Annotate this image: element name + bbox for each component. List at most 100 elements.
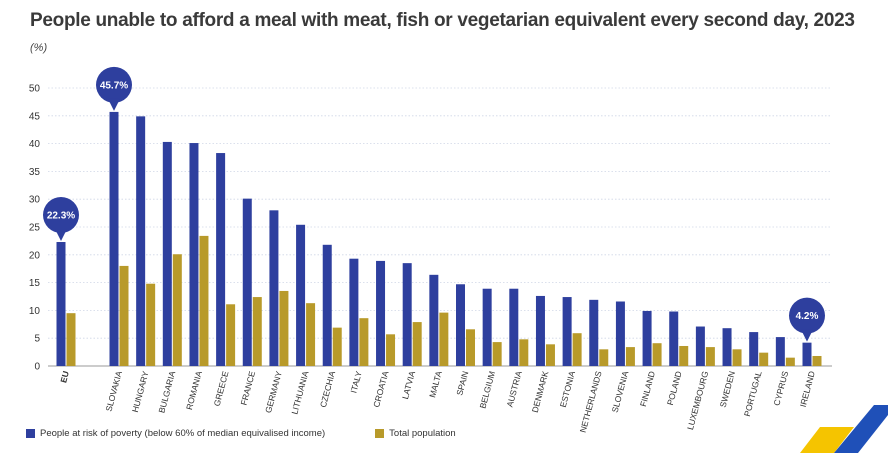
bar-poverty [642, 310, 652, 366]
bar-poverty [589, 299, 599, 366]
bar-total [306, 303, 316, 366]
callout-pointer [801, 329, 813, 342]
bar-poverty [429, 274, 439, 366]
y-tick-label: 50 [29, 84, 41, 95]
bar-total [172, 254, 182, 366]
y-tick-label: 25 [29, 223, 41, 234]
y-tick-label: 35 [29, 167, 41, 178]
legend-swatch-poverty [26, 429, 35, 438]
bar-total [519, 339, 529, 366]
bar-total [332, 327, 342, 366]
y-tick-label: 15 [29, 278, 41, 289]
bar-total [66, 313, 76, 366]
bar-poverty [269, 210, 279, 366]
x-tick-label: ESTONIA [558, 370, 577, 409]
bar-total [439, 312, 449, 366]
bar-poverty [669, 311, 679, 366]
bar-poverty [509, 288, 519, 366]
bar-poverty [242, 198, 252, 366]
bar-poverty [322, 244, 332, 366]
x-tick-label: LUXEMBOURG [685, 370, 710, 431]
bar-poverty [349, 258, 359, 366]
x-tick-label: CYPRUS [771, 370, 790, 407]
bar-total [759, 352, 769, 366]
bar-total [386, 334, 396, 366]
y-tick-label: 40 [29, 139, 41, 150]
bar-poverty [562, 297, 572, 366]
chart-title: People unable to afford a meal with meat… [30, 10, 855, 31]
x-tick-label: SPAIN [454, 370, 470, 397]
callout: 4.2% [789, 297, 825, 342]
bar-total [492, 342, 502, 366]
x-tick-label: DENMARK [530, 370, 551, 414]
bar-total [226, 304, 236, 366]
legend-item-total: Total population [375, 428, 456, 439]
bar-total [279, 290, 289, 366]
bar-total [652, 343, 662, 366]
bar-poverty [615, 301, 625, 366]
bar-total [412, 322, 422, 366]
y-tick-label: 20 [29, 250, 41, 261]
callout-bubble [43, 197, 79, 234]
x-tick-label: BULGARIA [156, 370, 177, 414]
bar-total [572, 333, 582, 366]
bar-poverty [376, 260, 386, 366]
bar-poverty [695, 326, 705, 366]
x-tick-label: POLAND [665, 370, 684, 406]
x-tick-label: LITHUANIA [289, 370, 310, 416]
callout-value-label: 45.7% [100, 80, 128, 91]
bar-poverty [749, 332, 759, 366]
x-tick-label: HUNGARY [130, 370, 151, 414]
bar-poverty [109, 111, 119, 367]
legend-label-total: Total population [389, 428, 456, 439]
bar-total [466, 329, 475, 366]
bar-poverty [136, 116, 146, 366]
bar-poverty [535, 295, 545, 366]
bar-total [732, 349, 742, 366]
bar-poverty [296, 224, 306, 366]
bar-poverty [56, 242, 66, 366]
x-tick-label: AUSTRIA [505, 370, 524, 408]
callout: 22.3% [43, 197, 79, 242]
y-axis-unit-label: (%) [30, 42, 48, 54]
y-tick-label: 45 [29, 111, 41, 122]
bar-total [705, 347, 715, 366]
y-tick-label: 5 [34, 334, 40, 345]
x-tick-label: BELGIUM [478, 370, 498, 410]
bar-total [812, 355, 822, 366]
callout-pointer [108, 98, 120, 111]
legend-swatch-total [375, 429, 385, 438]
callout-value-label: 22.3% [47, 211, 75, 222]
bar-total [146, 283, 156, 366]
bar-total [625, 347, 635, 366]
x-tick-label: LATVIA [400, 370, 417, 401]
bar-poverty [722, 328, 732, 366]
bar-poverty [482, 288, 492, 366]
bar-total [252, 297, 262, 366]
x-tick-label: CROATIA [371, 370, 390, 409]
y-tick-label: 30 [29, 195, 41, 206]
x-tick-label: ROMANIA [184, 370, 204, 411]
callout-value-label: 4.2% [796, 311, 819, 322]
bar-total [199, 235, 209, 366]
x-tick-label: MALTA [427, 370, 444, 399]
legend-label-poverty: People at risk of poverty (below 60% of … [40, 428, 326, 439]
x-tick-label: FRANCE [238, 370, 257, 407]
x-tick-label: GREECE [212, 370, 231, 408]
callout: 45.7% [96, 66, 132, 111]
x-tick-label: GERMANY [263, 370, 284, 414]
bar-total [599, 349, 609, 366]
callout-pointer [55, 229, 67, 242]
eurostat-corner-logo [800, 405, 888, 453]
x-tick-label: SLOVENIA [610, 370, 631, 414]
bar-poverty [775, 337, 785, 366]
bar-total [359, 318, 369, 366]
y-tick-label: 10 [29, 306, 41, 317]
x-tick-label: PORTUGAL [742, 370, 764, 418]
x-tick-label: IRELAND [798, 370, 817, 408]
bar-poverty [802, 342, 812, 366]
bar-poverty [162, 141, 172, 366]
bar-total [785, 357, 795, 366]
y-tick-label: 0 [34, 362, 40, 373]
